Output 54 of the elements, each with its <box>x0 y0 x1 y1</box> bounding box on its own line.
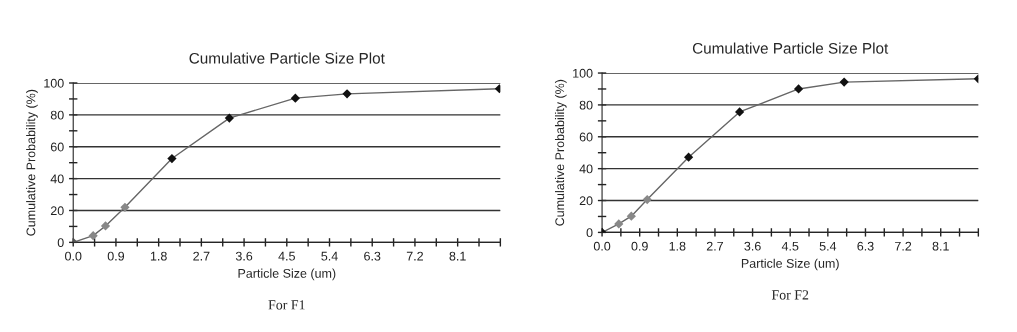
x-tick-label: 5.4 <box>321 251 338 261</box>
text: For F1 <box>268 300 305 310</box>
point <box>224 113 234 123</box>
y-tick-label: 40 <box>579 164 593 174</box>
point <box>735 107 745 117</box>
x-tick-label: 2.7 <box>193 251 210 261</box>
point <box>342 89 352 99</box>
y-tick-label: 100 <box>44 78 64 88</box>
point <box>167 153 177 164</box>
x-tick-label: 8.1 <box>932 241 949 251</box>
x-tick-label: 0.0 <box>65 251 82 261</box>
point <box>793 84 804 94</box>
x-tick-label: 0.9 <box>631 241 648 251</box>
x-axis-title: Particle Size (um) <box>238 268 336 281</box>
x-tick-label: 4.5 <box>781 241 799 251</box>
point <box>88 231 98 241</box>
y-tick-label: 80 <box>579 100 593 110</box>
point <box>626 211 636 221</box>
y-tick-label: 20 <box>579 196 593 206</box>
point <box>642 194 652 205</box>
y-tick-label: 20 <box>50 206 64 216</box>
y-tick-label: 40 <box>50 174 64 184</box>
x-tick-label: 6.3 <box>364 251 381 261</box>
text: For F2 <box>771 290 809 300</box>
y-axis-title: Cumulative Probability (%) <box>26 89 38 236</box>
point <box>290 93 300 103</box>
x-tick-label: 4.5 <box>278 251 295 261</box>
y-tick-label: 80 <box>50 110 64 120</box>
y-tick-label: 60 <box>50 142 64 152</box>
x-tick-label: 0.0 <box>593 241 611 251</box>
point <box>614 219 624 229</box>
x-tick-label: 5.4 <box>819 241 837 251</box>
x-tick-label: 1.8 <box>150 251 167 261</box>
x-axis-title: Particle Size (um) <box>741 258 839 271</box>
y-tick-label: 100 <box>573 68 593 78</box>
point <box>684 152 694 162</box>
y-axis-title: Cumulative Probability (%) <box>554 79 567 226</box>
x-tick-label: 6.3 <box>857 241 874 251</box>
chart-title: Cumulative Particle Size Plot <box>692 42 889 54</box>
y-tick-label: 0 <box>57 238 64 248</box>
point <box>839 77 849 87</box>
point <box>100 221 111 231</box>
chart-title: Cumulative Particle Size Plot <box>189 52 385 64</box>
x-tick-label: 3.6 <box>235 251 253 261</box>
x-tick-label: 7.2 <box>895 241 912 251</box>
x-tick-label: 3.6 <box>744 241 761 251</box>
x-tick-label: 1.8 <box>669 241 686 251</box>
y-tick-label: 0 <box>586 228 593 238</box>
x-tick-label: 8.1 <box>449 251 466 261</box>
point <box>120 202 130 212</box>
x-tick-label: 2.7 <box>706 241 724 251</box>
y-tick-label: 60 <box>579 132 593 142</box>
x-tick-label: 0.9 <box>107 251 125 261</box>
x-tick-label: 7.2 <box>406 251 423 261</box>
